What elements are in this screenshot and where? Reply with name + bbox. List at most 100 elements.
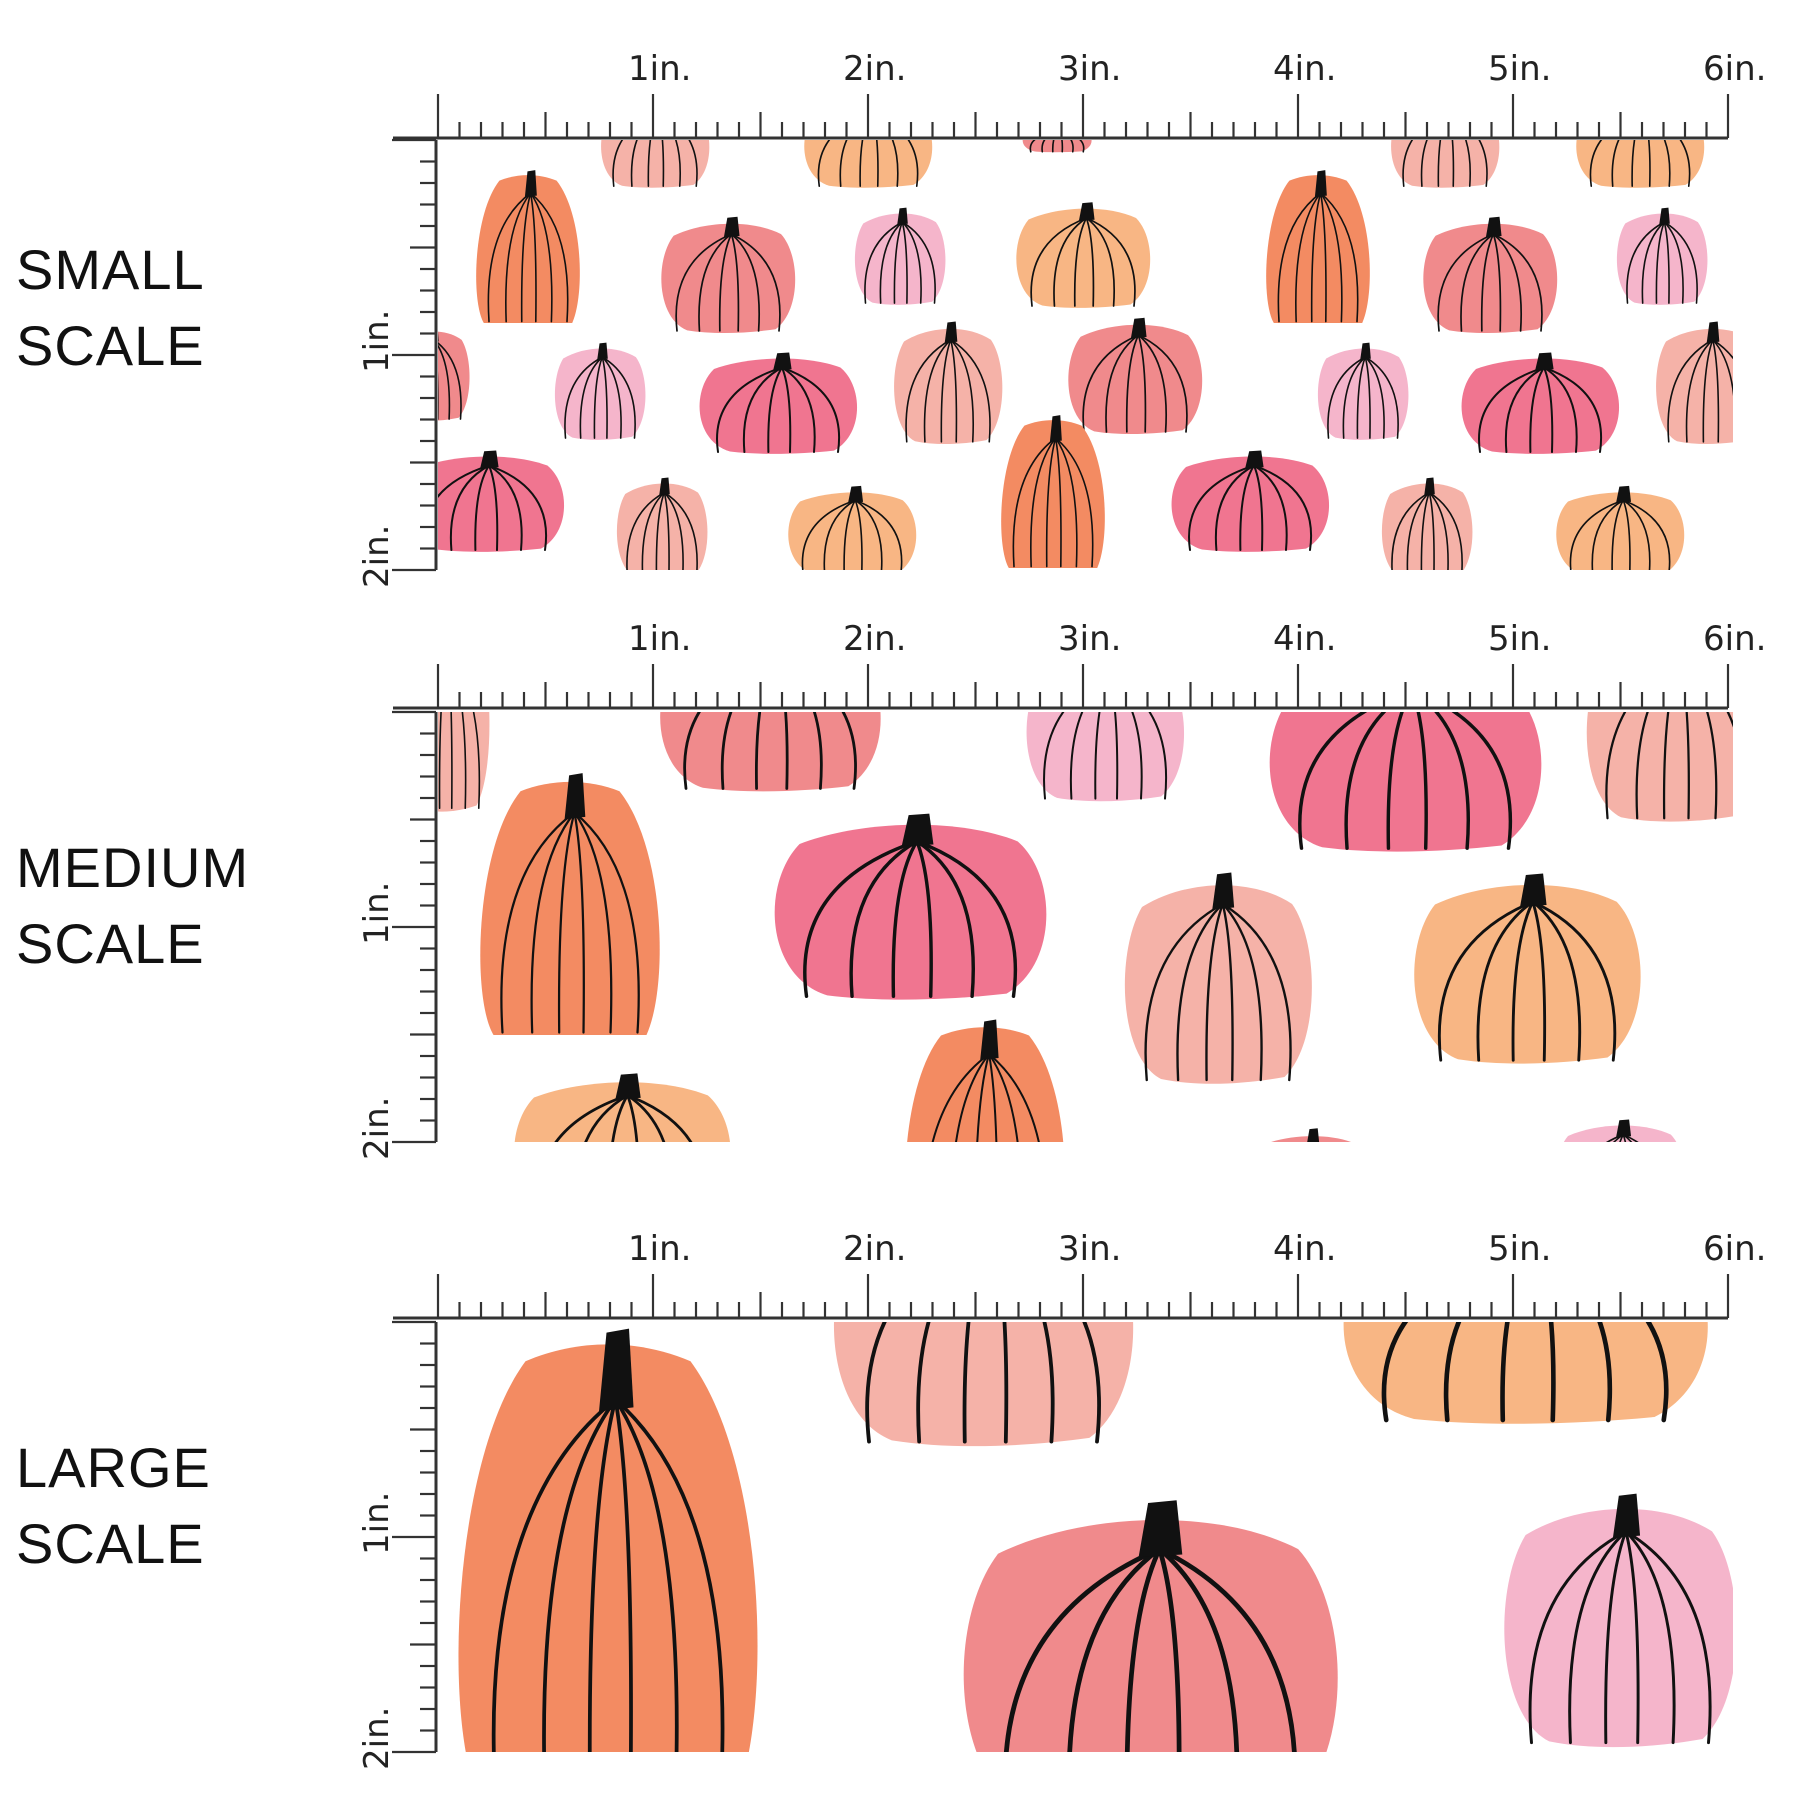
- pumpkin-rib: [901, 221, 936, 304]
- pumpkin-rib: [849, 839, 919, 998]
- pumpkin: [1423, 216, 1558, 333]
- pumpkin-rib: [416, 340, 434, 419]
- pumpkin-rib: [438, 464, 490, 499]
- pumpkin-body: [1414, 884, 1641, 1064]
- pumpkin-rib: [1500, 1322, 1510, 1423]
- pumpkin-stem: [1360, 342, 1371, 360]
- pumpkin-rib: [1012, 437, 1057, 568]
- pumpkin-body: [1016, 208, 1151, 308]
- pumpkin-body: [1343, 1322, 1708, 1424]
- pumpkin-rib: [1085, 217, 1095, 307]
- pumpkin-rib: [891, 140, 899, 187]
- pumpkin-body: [1271, 1136, 1351, 1142]
- pumpkin-rib: [915, 839, 933, 998]
- pumpkin: [963, 1500, 1338, 1752]
- pumpkin: [616, 477, 708, 570]
- pumpkin-rib: [1157, 1546, 1240, 1752]
- pumpkin-rib: [626, 1094, 639, 1142]
- ruler-inch-label: 5in.: [1488, 49, 1551, 89]
- pumpkin-rib: [854, 499, 903, 570]
- pumpkin-rib: [579, 356, 604, 439]
- pumpkin-rib: [1137, 334, 1167, 433]
- pumpkin-rib: [529, 192, 537, 323]
- ruler-inch-label: 4in.: [1273, 619, 1336, 659]
- ruler-inch-label: 2in.: [843, 1229, 906, 1269]
- pumpkin-rib: [573, 811, 640, 1034]
- pumpkin-body: [1504, 1508, 1733, 1748]
- pumpkin-rib: [1679, 140, 1691, 187]
- pumpkin-rib: [1298, 712, 1368, 850]
- pumpkin-rib: [1054, 437, 1094, 568]
- pumpkin-rib: [1221, 902, 1263, 1082]
- pumpkin-rib: [1511, 900, 1535, 1062]
- pumpkin-stem: [864, 98, 879, 115]
- pumpkin: [1556, 485, 1685, 570]
- pumpkin-rib: [915, 839, 975, 998]
- pumpkin-rib: [1492, 233, 1522, 332]
- pumpkin-stem: [901, 813, 934, 846]
- pumpkin-rib: [1631, 140, 1636, 187]
- pumpkin-rib: [720, 712, 733, 790]
- pumpkin-rib: [718, 233, 733, 332]
- pumpkin-rib: [854, 499, 883, 570]
- pumpkin-rib: [1492, 233, 1502, 332]
- pumpkin-rib: [1420, 491, 1431, 570]
- pumpkin-rib: [1054, 437, 1062, 568]
- pumpkin-rib: [893, 221, 904, 304]
- pumpkin-rib: [461, 712, 467, 809]
- pumpkin-rib: [864, 221, 904, 304]
- pumpkin-rib: [1356, 356, 1367, 439]
- pumpkin-rib: [1451, 140, 1455, 187]
- small-ruler: 1in. 2in. 3in. 4in. 5in. 6in. 1in. 2in.: [357, 49, 1766, 588]
- pumpkin: [660, 712, 881, 792]
- pumpkin-body: [1586, 712, 1733, 822]
- pumpkin-rib: [488, 464, 499, 552]
- pumpkin-rib: [1319, 192, 1327, 323]
- pumpkin-rib: [1105, 334, 1140, 433]
- pumpkin-rib: [1478, 366, 1545, 454]
- pumpkin-rib: [1030, 437, 1057, 568]
- pumpkin-body: [601, 140, 710, 188]
- pumpkin-stem: [438, 332, 439, 342]
- pumpkin-rib: [626, 1094, 693, 1142]
- pumpkin-rib: [949, 338, 991, 443]
- pumpkin-rib: [1157, 1546, 1297, 1752]
- pumpkin-body: [458, 1344, 758, 1752]
- pumpkin-rib: [529, 192, 553, 323]
- pumpkin-rib: [1070, 140, 1074, 153]
- pumpkin-stem: [1659, 207, 1670, 225]
- pumpkin-rib: [1310, 192, 1322, 323]
- pumpkin: [480, 773, 660, 1035]
- pumpkin-stem: [615, 1073, 641, 1100]
- small-scale-swatch: [416, 98, 1733, 570]
- pumpkin-rib: [730, 233, 740, 332]
- pumpkin-rib: [1131, 712, 1143, 800]
- pumpkin-stem: [1212, 872, 1235, 910]
- pumpkin-rib: [1176, 902, 1224, 1082]
- pumpkin-rib: [554, 1094, 629, 1142]
- pumpkin-rib: [1663, 221, 1684, 304]
- ruler-inch-label: 6in.: [1703, 619, 1766, 659]
- pumpkin-rib: [955, 1053, 990, 1142]
- pumpkin: [438, 450, 565, 552]
- pumpkin-rib: [630, 140, 638, 187]
- pumpkin: [514, 1073, 730, 1142]
- pumpkin-rib: [1443, 1322, 1462, 1423]
- pumpkin-stem: [1670, 631, 1691, 664]
- pumpkin-rib: [1253, 464, 1288, 552]
- pumpkin-body: [804, 140, 933, 188]
- pumpkin-body: [480, 781, 660, 1035]
- pumpkin-rib: [1641, 221, 1666, 304]
- pumpkin-rib: [905, 338, 952, 443]
- pumpkin-stem: [564, 773, 586, 820]
- ruler-inch-label: 1in.: [628, 619, 691, 659]
- pumpkin-stem: [897, 207, 908, 225]
- pumpkin-rib: [901, 221, 922, 304]
- pumpkin-body: [833, 1322, 1134, 1447]
- pumpkin: [1317, 342, 1409, 440]
- pumpkin: [661, 216, 796, 333]
- small-scale-label-line1: SMALL: [16, 238, 205, 301]
- pumpkin-rib: [587, 1397, 618, 1752]
- pumpkin-stem: [1535, 352, 1554, 371]
- pumpkin-rib: [1030, 217, 1088, 307]
